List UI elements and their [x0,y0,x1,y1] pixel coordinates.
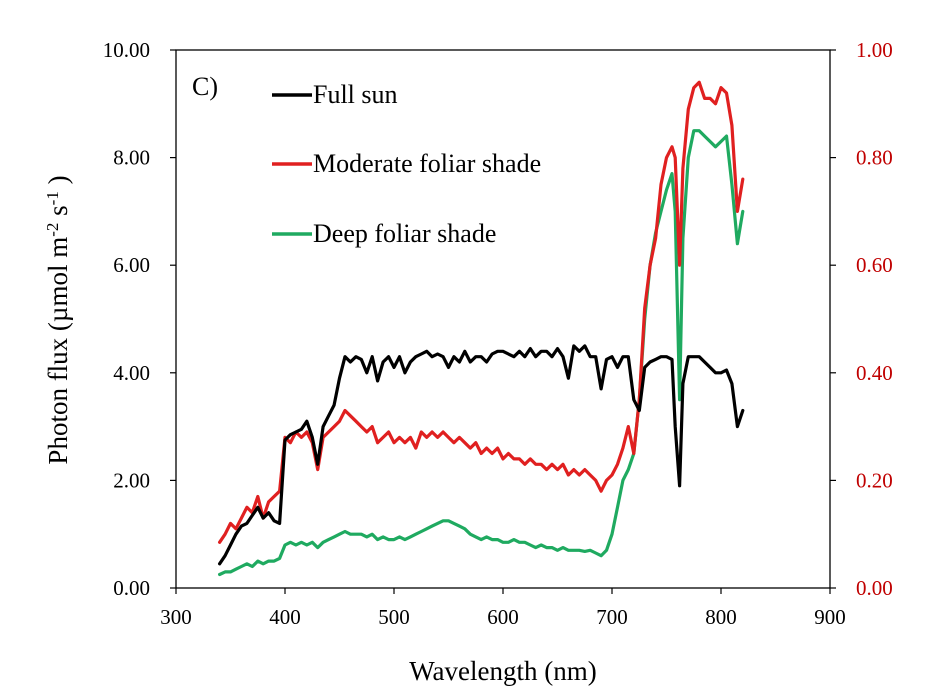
x-tick-label-400: 400 [269,605,301,629]
series-line-moderate-foliar-shade [218,80,745,544]
y-axis-title-sup2: -1 [43,191,62,205]
y-left-tick-label-2-00: 2.00 [113,468,150,492]
y-right-tick-label-1-00: 1.00 [856,38,893,62]
x-tick-label-800: 800 [705,605,737,629]
series-line-deep-foliar-shade [218,129,745,577]
x-tick-label-900: 900 [814,605,846,629]
x-tick-label-600: 600 [487,605,519,629]
panel-label: C) [192,72,218,101]
x-axis-title: Wavelength (nm) [409,656,597,686]
legend-label-full-sun: Full sun [313,80,398,109]
y-right-tick-label-0-60: 0.60 [856,253,893,277]
y-axis-title-end: ) [43,175,73,191]
legend-label-moderate-foliar-shade: Moderate foliar shade [313,149,541,178]
ticks-layer: 300 400 500 600 700 800 900 0.00 2.00 4.00 6.00 8.0… [103,38,893,629]
y-left-tick-label-0-00: 0.00 [113,576,150,600]
y-right-tick-label-0-80: 0.80 [856,146,893,170]
x-tick-label-700: 700 [596,605,628,629]
y-left-tick-label-8-00: 8.00 [113,146,150,170]
series-line-full-sun [218,344,745,566]
series-layer [218,80,745,577]
y-axis-title-mid: s [43,205,73,222]
y-axis-title: Photon flux (µmol m-2 s-1 ) [43,175,74,464]
y-right-tick-label-0-00: 0.00 [856,576,893,600]
y-left-tick-label-6-00: 6.00 [113,253,150,277]
y-axis-title-sup1: -2 [43,223,62,237]
y-right-tick-label-0-40: 0.40 [856,361,893,385]
y-left-tick-label-10-00: 10.00 [103,38,150,62]
legend: Full sun Moderate foliar shade Deep foli… [272,80,541,248]
y-axis-title-main: Photon flux (µmol m [43,237,73,465]
x-tick-label-500: 500 [378,605,410,629]
y-right-tick-label-0-20: 0.20 [856,468,893,492]
x-tick-label-300: 300 [160,605,192,629]
legend-label-deep-foliar-shade: Deep foliar shade [313,219,496,248]
y-left-tick-label-4-00: 4.00 [113,361,150,385]
